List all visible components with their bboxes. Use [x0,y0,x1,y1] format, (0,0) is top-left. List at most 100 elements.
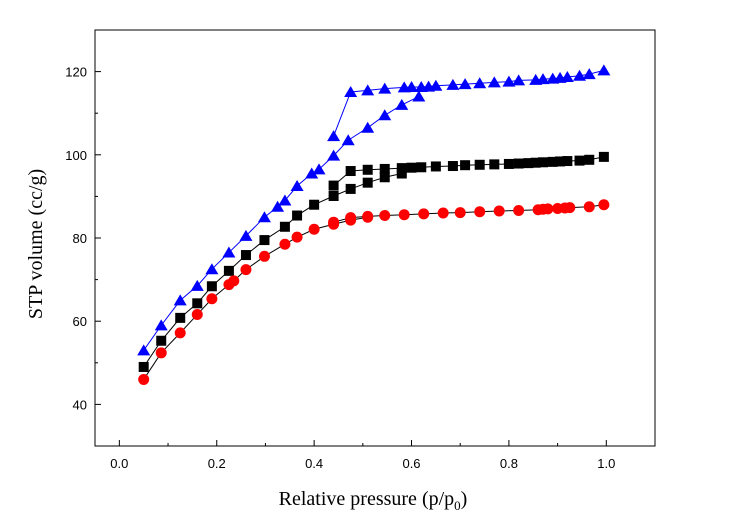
data-point [513,205,525,217]
data-point [379,163,390,174]
series-circle [138,199,610,385]
x-axis-title-end: ) [461,488,468,510]
data-point [222,246,236,258]
y-tick-label: 100 [65,148,87,163]
data-point [361,121,375,133]
data-point [412,90,426,102]
data-point [328,216,340,228]
data-point [308,223,320,235]
data-point [190,279,204,291]
data-point [378,82,392,94]
data-point [312,163,326,175]
data-point [546,72,560,84]
x-axis-title: Relative pressure (p/p0) [279,488,468,513]
data-point [174,327,186,339]
x-axis-title-subscript: 0 [454,498,461,513]
series-layer [137,64,611,385]
data-point [416,162,427,173]
data-point [361,84,375,96]
x-tick-label: 0.2 [208,456,226,471]
data-point [584,154,595,165]
data-point [327,130,341,142]
data-point [290,180,304,191]
data-point [378,109,392,121]
y-tick-label: 40 [73,397,87,412]
data-point [292,210,303,221]
data-point [362,177,373,188]
data-point [538,157,548,168]
data-point [418,208,430,220]
data-point [137,344,151,356]
data-point [327,149,341,161]
data-point [552,202,564,214]
data-point [493,205,505,217]
data-point [271,200,285,212]
data-point [305,167,319,179]
data-point [487,76,501,88]
data-point [406,162,417,173]
axis-ticks: 0.0 0.2 0.4 0.6 0.8 1.0 40 60 80 100 120 [65,29,615,471]
data-point [156,335,167,346]
y-tick-label: 120 [65,65,87,80]
data-point [458,78,472,90]
data-point [258,250,270,262]
data-point [562,156,573,167]
data-point [555,156,566,167]
data-point [379,172,390,183]
data-point [279,238,291,250]
data-point [529,73,543,85]
data-point [345,183,356,194]
data-point [598,199,610,211]
data-point [205,263,219,275]
data-point [341,134,355,146]
data-point [362,164,373,175]
data-point [473,77,487,89]
data-point [414,80,428,92]
data-point [362,210,374,222]
data-point [240,250,251,261]
x-axis-title-main: Relative pressure (p/p [279,488,455,510]
data-point [460,160,471,171]
series-line [143,173,402,368]
y-tick-label: 80 [73,231,87,246]
data-point [154,319,168,331]
data-point [173,294,187,306]
data-point [345,166,356,177]
data-point [513,158,524,169]
data-point [597,64,611,76]
data-point [574,155,585,166]
plot-frame [94,29,656,447]
data-point [345,212,357,224]
data-point [489,159,500,170]
data-point [328,190,339,201]
data-point [239,229,253,241]
data-point [454,207,466,219]
data-point [396,168,407,179]
data-point [291,231,303,243]
series-line [143,216,368,380]
data-point [155,347,167,359]
data-point [573,69,587,81]
data-point [223,265,234,276]
data-point [430,161,441,172]
y-tick-label: 60 [73,314,87,329]
data-point [344,85,358,97]
x-tick-label: 1.0 [597,456,615,471]
data-point [583,201,595,213]
data-point [138,361,149,372]
series-square [138,151,609,372]
data-point [328,180,339,191]
data-point [192,298,203,309]
data-point [502,75,516,87]
data-point [206,281,217,292]
data-point [257,211,271,223]
data-point [228,275,240,287]
data-point [138,373,150,385]
data-point [474,159,485,170]
data-point [278,194,292,206]
data-point [259,235,270,246]
data-point [532,204,544,216]
data-point [446,78,460,90]
series-triangle [137,64,611,356]
